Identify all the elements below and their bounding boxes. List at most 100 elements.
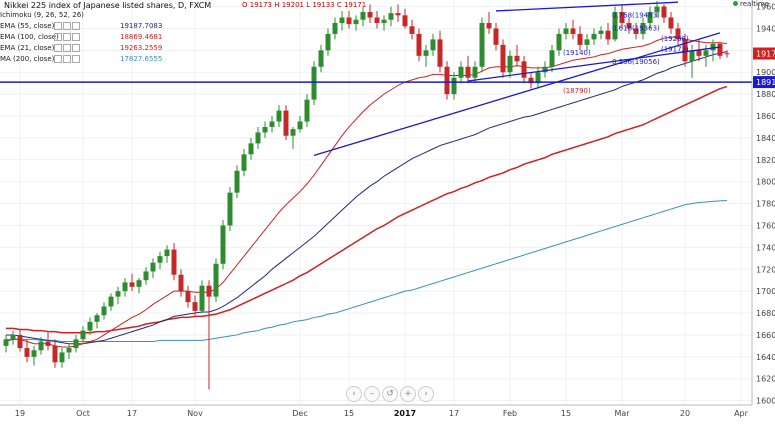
candle-body <box>367 12 373 18</box>
candle-body <box>94 315 100 322</box>
candle-body <box>507 55 513 73</box>
scroll-right-button[interactable]: › <box>418 386 434 402</box>
x-tick-label: 17 <box>127 409 137 418</box>
realtime-label: realtime <box>740 0 770 8</box>
candle-body <box>549 50 555 67</box>
candle-body <box>514 55 520 62</box>
candle-body <box>318 50 324 67</box>
candle-body <box>304 99 310 122</box>
candle-body <box>570 28 576 34</box>
visibility-icon[interactable] <box>54 55 63 63</box>
y-tick-label: 16200 <box>756 375 775 384</box>
candle-body <box>647 12 653 23</box>
candle-body <box>206 285 212 297</box>
candle-body <box>542 66 548 73</box>
candle-body <box>528 77 534 84</box>
price-tag <box>753 76 775 89</box>
candle-body <box>626 22 632 29</box>
legend-row-ema100[interactable]: EMA (100, close) 18869.4681 <box>0 32 162 42</box>
settings-icon[interactable] <box>63 33 72 41</box>
candle-body <box>374 17 380 23</box>
candle-body <box>241 154 247 171</box>
fib-level-label: (19140) <box>563 49 591 57</box>
candle-body <box>199 285 205 311</box>
candle-body <box>24 348 30 357</box>
ema21-line <box>5 36 728 348</box>
candle-body <box>311 66 317 100</box>
scroll-left-button[interactable]: ‹ <box>346 386 362 402</box>
y-tick-label: 17200 <box>756 265 775 274</box>
settings-icon[interactable] <box>63 44 72 52</box>
candle-body <box>682 39 688 62</box>
candle-body <box>129 282 135 287</box>
x-tick-label: 15 <box>561 409 571 418</box>
candle-body <box>381 19 387 23</box>
candle-body <box>171 249 177 275</box>
reset-button[interactable]: ↺ <box>382 386 398 402</box>
visibility-icon[interactable] <box>54 44 63 52</box>
y-tick-label: 18400 <box>756 134 775 143</box>
candle-body <box>66 348 72 353</box>
legend-row-ema55[interactable]: EMA (55, close) 19187.7083 <box>0 21 162 31</box>
close-icon[interactable] <box>72 22 81 30</box>
candle-body <box>479 22 485 67</box>
realtime-status: realtime <box>733 0 769 8</box>
candle-body <box>283 110 289 136</box>
candle-body <box>612 12 618 40</box>
candle-body <box>213 263 219 297</box>
legend-value: 17827.6555 <box>120 55 163 63</box>
close-icon[interactable] <box>72 44 81 52</box>
y-tick-label: 18000 <box>756 178 775 187</box>
visibility-icon[interactable] <box>54 33 63 41</box>
candle-body <box>563 28 569 34</box>
fib-level-label: (19173) <box>661 45 689 53</box>
close-icon[interactable] <box>72 55 81 63</box>
legend-name: MA (200, close) <box>0 55 55 63</box>
zoom-in-button[interactable]: + <box>400 386 416 402</box>
x-tick-label: 20 <box>680 409 690 418</box>
legend-row-ema21[interactable]: EMA (21, close) 19263.2559 <box>0 43 162 53</box>
fib-level-label: 0.236(19056) <box>612 58 660 66</box>
candle-body <box>73 339 79 349</box>
candle-body <box>38 341 44 351</box>
candle-body <box>577 33 583 45</box>
candle-body <box>675 28 681 40</box>
y-tick-label: 17600 <box>756 221 775 230</box>
ma200-line <box>6 200 728 343</box>
candle-body <box>598 30 604 34</box>
legend-row-ma200[interactable]: MA (200, close) 17827.6555 <box>0 54 162 64</box>
candle-body <box>640 22 646 34</box>
y-tick-label: 18600 <box>756 112 775 121</box>
candle-body <box>360 12 366 20</box>
settings-icon[interactable] <box>63 55 72 63</box>
candle-body <box>101 306 107 316</box>
settings-icon[interactable] <box>63 22 72 30</box>
candle-body <box>668 17 674 29</box>
candle-body <box>45 341 51 346</box>
candle-body <box>157 256 163 263</box>
fib-level-label: (19268) <box>661 35 689 43</box>
candle-body <box>108 296 114 307</box>
candle-body <box>353 19 359 25</box>
candle-body <box>416 33 422 56</box>
candle-body <box>255 132 261 144</box>
candle-body <box>451 77 457 95</box>
candle-body <box>339 17 345 23</box>
close-icon[interactable] <box>72 33 81 41</box>
candle-body <box>3 339 9 346</box>
visibility-icon[interactable] <box>54 22 63 30</box>
candle-body <box>276 110 282 122</box>
y-tick-label: 16600 <box>756 331 775 340</box>
legend-row-ichimoku[interactable]: Ichimoku (9, 26, 52, 26) <box>0 10 84 20</box>
zoom-out-button[interactable]: – <box>364 386 380 402</box>
realtime-dot-icon <box>733 1 738 6</box>
candle-body <box>486 22 492 29</box>
ohlc-readout: O 19173 H 19201 L 19133 C 19171 <box>242 1 367 9</box>
candle-body <box>724 53 730 55</box>
candle-body <box>52 345 58 363</box>
candle-body <box>192 302 198 311</box>
candle-body <box>220 225 226 264</box>
candle-body <box>556 33 562 51</box>
trendline-support <box>313 32 721 157</box>
